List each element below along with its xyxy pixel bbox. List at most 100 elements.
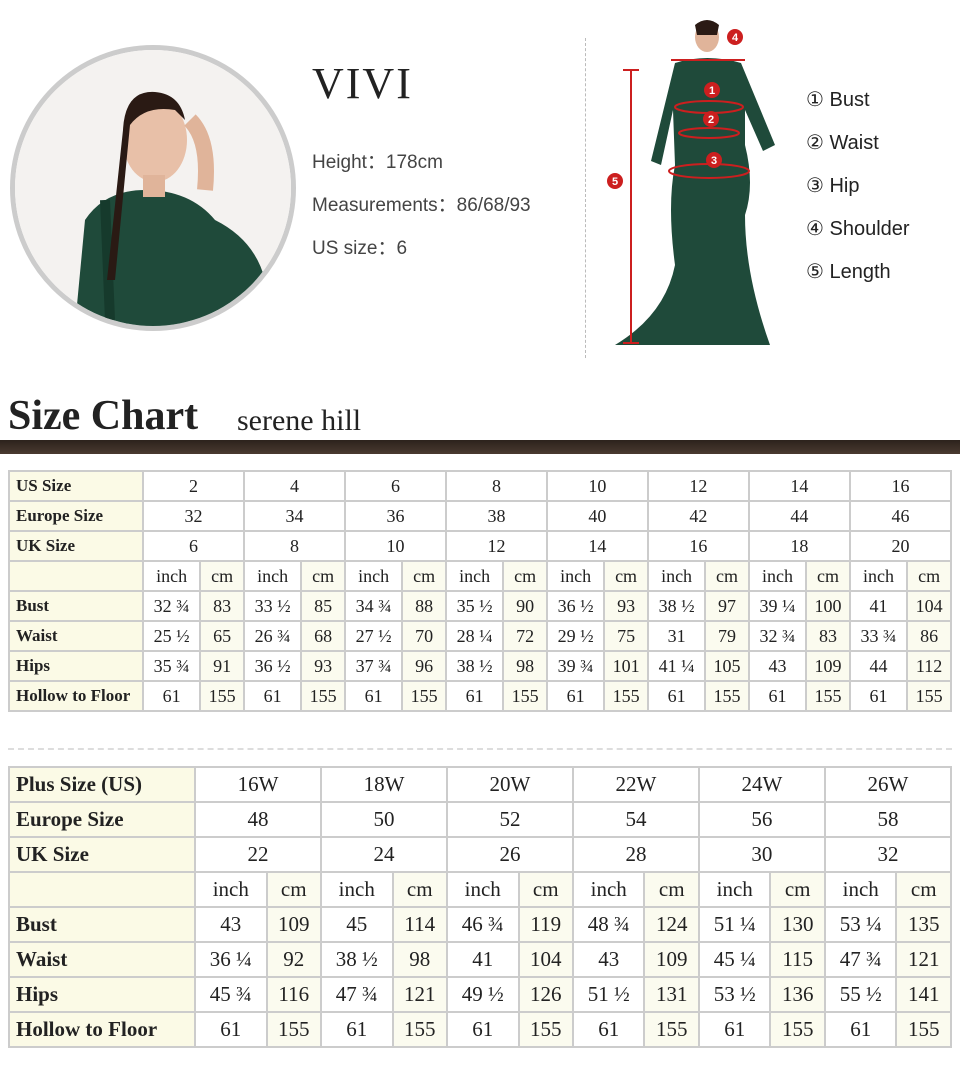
unit-cm: cm	[769, 871, 826, 908]
inch-cell: 33 ¾	[848, 620, 909, 652]
size-cell: 8	[242, 530, 346, 562]
size-cell: 38	[444, 500, 548, 532]
model-height: Height：178cm	[312, 152, 443, 173]
unit-inch: inch	[747, 560, 808, 592]
cm-cell: 141	[895, 976, 952, 1013]
inch-cell: 43	[571, 941, 646, 978]
cm-cell: 90	[502, 590, 548, 622]
row-label: Europe Size	[8, 500, 144, 532]
table-row: Hollow to Floor 61 155 61 155 61 155 61 155 61 155…	[8, 680, 952, 712]
row-label: Plus Size (US)	[8, 766, 196, 803]
row-label-empty	[8, 871, 196, 908]
row-label: Hollow to Floor	[8, 680, 144, 712]
cm-cell: 96	[401, 650, 447, 682]
title-bar	[0, 440, 960, 454]
cm-cell: 121	[391, 976, 448, 1013]
inch-cell: 49 ½	[445, 976, 520, 1013]
unit-cm: cm	[603, 560, 649, 592]
dashed-divider	[8, 748, 952, 750]
size-cell: 36	[343, 500, 447, 532]
unit-inch: inch	[343, 560, 404, 592]
cm-cell: 85	[300, 590, 346, 622]
size-cell: 14	[545, 530, 649, 562]
inch-cell: 55 ½	[823, 976, 898, 1013]
size-cell: 2	[142, 470, 245, 502]
inch-cell: 41	[445, 941, 520, 978]
inch-cell: 41 ¼	[646, 650, 707, 682]
inch-cell: 51 ½	[571, 976, 646, 1013]
unit-inch: inch	[242, 560, 303, 592]
inch-cell: 25 ½	[141, 620, 202, 652]
inch-cell: 45 ¾	[194, 976, 268, 1013]
size-cell: 10	[343, 530, 447, 562]
size-cell: 22	[194, 836, 322, 873]
unit-inch: inch	[545, 560, 606, 592]
plus-size-table: Plus Size (US) 16W 18W 20W 22W 24W 26W Europe S…	[8, 766, 953, 1048]
cm-cell: 79	[704, 620, 750, 652]
marker-4: 4	[732, 32, 739, 44]
marker-2: 2	[708, 114, 714, 126]
inch-cell: 61	[319, 1011, 394, 1048]
size-cell: 28	[571, 836, 700, 873]
size-cell: 30	[697, 836, 826, 873]
legend-length: ⑤ Length	[806, 261, 891, 283]
unit-inch: inch	[823, 871, 898, 908]
unit-inch: inch	[445, 871, 520, 908]
cm-cell: 155	[603, 680, 649, 712]
inch-cell: 43	[194, 906, 268, 943]
inch-cell: 43	[747, 650, 808, 682]
cm-cell: 130	[769, 906, 826, 943]
size-cell: 48	[194, 801, 322, 838]
unit-row: inch cm inch cm inch cm inch cm inch cm inch cm inch…	[8, 560, 952, 592]
cm-cell: 91	[199, 650, 245, 682]
inch-cell: 39 ¾	[545, 650, 606, 682]
unit-cm: cm	[643, 871, 700, 908]
cm-cell: 92	[265, 941, 322, 978]
unit-cm: cm	[805, 560, 851, 592]
size-cell: 54	[571, 801, 700, 838]
size-cell: 6	[343, 470, 447, 502]
inch-cell: 39 ¼	[747, 590, 808, 622]
inch-cell: 36 ¼	[194, 941, 268, 978]
cm-cell: 109	[805, 650, 851, 682]
size-cell: 20W	[445, 766, 574, 803]
cm-cell: 155	[895, 1011, 952, 1048]
table-row: Waist 36 ¼ 92 38 ½ 98 41 104 43 109 45 ¼ 115 47 ¾ 12…	[8, 941, 952, 978]
unit-cm: cm	[391, 871, 448, 908]
unit-cm: cm	[906, 560, 952, 592]
inch-cell: 61	[747, 680, 808, 712]
model-name: VIVI	[312, 59, 413, 108]
model-photo	[10, 45, 296, 331]
unit-inch: inch	[444, 560, 505, 592]
inch-cell: 47 ¾	[319, 976, 394, 1013]
unit-cm: cm	[517, 871, 574, 908]
cm-cell: 105	[704, 650, 750, 682]
inch-cell: 61	[444, 680, 505, 712]
table-row: Europe Size 48 50 52 54 56 58	[8, 801, 953, 838]
size-cell: 40	[545, 500, 649, 532]
cm-cell: 155	[391, 1011, 448, 1048]
cm-cell: 109	[265, 906, 322, 943]
cm-cell: 72	[502, 620, 548, 652]
size-cell: 22W	[571, 766, 700, 803]
legend-shoulder: ④ Shoulder	[806, 218, 910, 240]
cm-cell: 115	[769, 941, 826, 978]
unit-cm: cm	[502, 560, 548, 592]
row-label: Hips	[8, 650, 144, 682]
unit-inch: inch	[141, 560, 202, 592]
size-cell: 26W	[823, 766, 953, 803]
cm-cell: 83	[805, 620, 851, 652]
unit-cm: cm	[199, 560, 245, 592]
size-chart-subtitle: serene hill	[237, 404, 362, 437]
unit-cm: cm	[300, 560, 346, 592]
table-row: Hollow to Floor 61 155 61 155 61 155 61 155 61 155…	[8, 1011, 952, 1048]
inch-cell: 48 ¾	[571, 906, 646, 943]
model-measurements: Measurements：86/68/93	[312, 195, 531, 216]
size-cell: 16	[848, 470, 953, 502]
size-cell: 46	[848, 500, 953, 532]
cm-cell: 100	[805, 590, 851, 622]
table-row: UK Size 6 8 10 12 14 16 18 20	[8, 530, 953, 562]
size-cell: 58	[823, 801, 953, 838]
inch-cell: 61	[823, 1011, 898, 1048]
